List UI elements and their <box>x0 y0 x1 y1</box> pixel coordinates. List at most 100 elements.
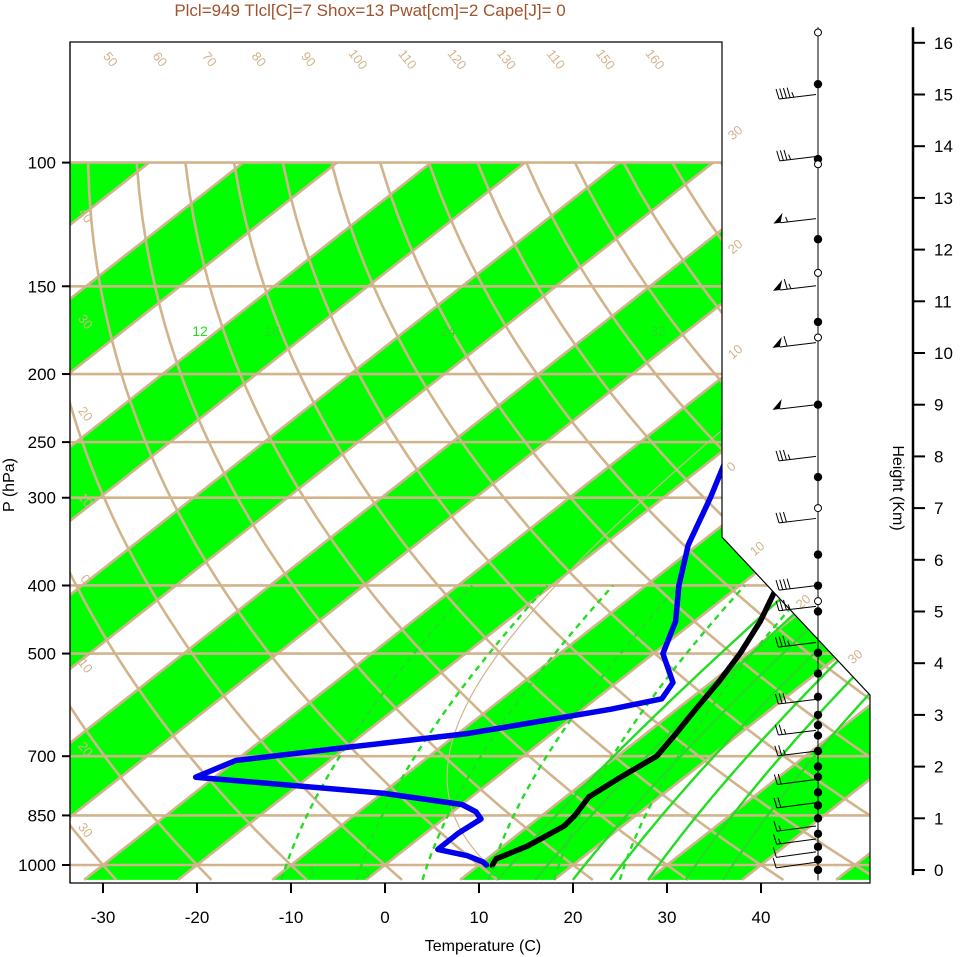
wind-barb-full <box>776 150 781 161</box>
wind-barb-full <box>778 693 783 704</box>
height-dot-open <box>814 28 822 37</box>
wind-barb-full <box>772 847 777 858</box>
wind-barb <box>773 821 817 832</box>
height-tick-label: 12 <box>934 241 953 260</box>
wind-barb <box>775 87 817 100</box>
wind-barb-shaft <box>776 851 817 858</box>
wind-barb-full <box>775 512 780 524</box>
wind-barb-half <box>785 216 789 223</box>
mixing-ratio-line <box>280 584 473 881</box>
height-dot <box>813 235 823 244</box>
height-tick-label: 3 <box>934 706 943 725</box>
wind-barb-half <box>778 825 782 831</box>
wind-barb-full <box>772 857 777 869</box>
y-axis: 100 150 200 250 300 400 500 700 850 1000 <box>18 42 71 883</box>
isotherm-edge-label: 10 <box>747 538 768 559</box>
wind-barb <box>775 511 817 524</box>
isotherm-edge-label: 0 <box>724 458 739 474</box>
dry-adiabat-line <box>0 163 21 880</box>
wind-barb <box>775 449 817 462</box>
mixing-ratio-line <box>421 584 614 881</box>
isotherm-label: 90 <box>298 49 319 70</box>
wind-barb <box>772 847 817 858</box>
wind-barb-flag <box>772 399 782 410</box>
height-dot <box>813 550 823 559</box>
y-tick-label: 700 <box>28 747 56 766</box>
moist-line <box>647 441 870 881</box>
wind-barb-shaft <box>778 642 817 648</box>
wind-barb-full <box>773 834 778 845</box>
wind-barb-shaft <box>778 517 817 524</box>
wind-barb-half <box>787 454 791 460</box>
wind-barb <box>773 834 817 845</box>
wind-barb-full <box>782 599 787 611</box>
x-tick-label: -30 <box>91 908 116 927</box>
wind-barb-full <box>779 600 784 611</box>
moist-line <box>609 441 870 881</box>
wind-barb-full <box>779 579 784 590</box>
isotherm-edge-label: 10 <box>725 341 746 362</box>
height-dot <box>813 472 823 482</box>
height-axis-label: Height (Km) <box>889 445 906 530</box>
wind-barb-shaft <box>776 802 817 809</box>
height-dot <box>813 79 823 89</box>
x-tick-label: 0 <box>380 908 389 927</box>
height-dot <box>813 814 823 823</box>
y-tick-label: 250 <box>28 433 56 452</box>
mixing-ratio-line <box>487 584 680 881</box>
plot-area: 50 60 70 80 90 100 110 120 130 110 150 160403020100… <box>0 46 870 882</box>
wind-barb-full <box>775 579 780 591</box>
wind-barb-half <box>787 640 791 646</box>
height-dot <box>813 762 823 771</box>
height-tick-label: 5 <box>934 603 943 622</box>
y-tick-label: 400 <box>28 576 56 595</box>
dry-adiabat-line <box>70 162 213 881</box>
wind-barb <box>773 773 817 785</box>
height-dot <box>813 746 823 756</box>
wind-barb-shaft <box>778 585 817 591</box>
height-tick-label: 0 <box>934 861 943 880</box>
height-dot <box>813 648 823 658</box>
wind-barb-shaft <box>779 404 817 410</box>
isotherm-label: 150 <box>593 46 618 72</box>
height-tick-label: 15 <box>934 86 953 105</box>
wind-barb-full <box>773 797 778 809</box>
y-tick-label: 300 <box>28 489 56 508</box>
y-tick-label: 150 <box>28 277 56 296</box>
wind-barb-full <box>777 797 782 808</box>
wind-barb-full <box>777 773 782 785</box>
wind-barb-full <box>782 511 787 523</box>
mixing-ratio-lines <box>280 441 870 881</box>
isotherm-edge-label: 30 <box>725 122 746 143</box>
isotherm-label: 50 <box>100 49 121 70</box>
wind-barb-full <box>779 512 784 523</box>
wind-barb-full <box>773 774 778 785</box>
wind-barb-full <box>774 693 779 705</box>
height-dot <box>813 607 823 616</box>
parcel-curve <box>446 416 739 866</box>
height-tick-label: 7 <box>934 499 943 518</box>
isotherm-line <box>70 161 714 881</box>
wind-barb <box>773 797 817 809</box>
wind-barb-full <box>782 449 787 461</box>
wind-barb-full <box>774 745 779 757</box>
height-tick-label: 10 <box>934 344 953 363</box>
isotherm-label: 110 <box>544 46 569 72</box>
dry-adiabat-line <box>70 162 308 881</box>
height-tick-label: 14 <box>934 137 953 156</box>
height-dot-open <box>814 268 822 277</box>
isotherm-line <box>647 161 870 881</box>
wind-barb <box>772 857 817 869</box>
wind-barb-shaft <box>777 750 817 757</box>
wind-barb-shaft <box>778 455 817 462</box>
mixing-ratio-label: 3 <box>362 865 370 881</box>
wind-barb <box>772 279 817 291</box>
isotherm-edge-label: 20 <box>725 236 746 257</box>
isotherm-line <box>70 161 432 881</box>
mixing-ratio-line <box>552 584 746 881</box>
wind-barb-shaft <box>780 285 817 291</box>
wind-barb-shaft <box>776 825 817 832</box>
dry-adiabat-line <box>70 162 403 881</box>
wind-barb-full <box>773 821 778 832</box>
